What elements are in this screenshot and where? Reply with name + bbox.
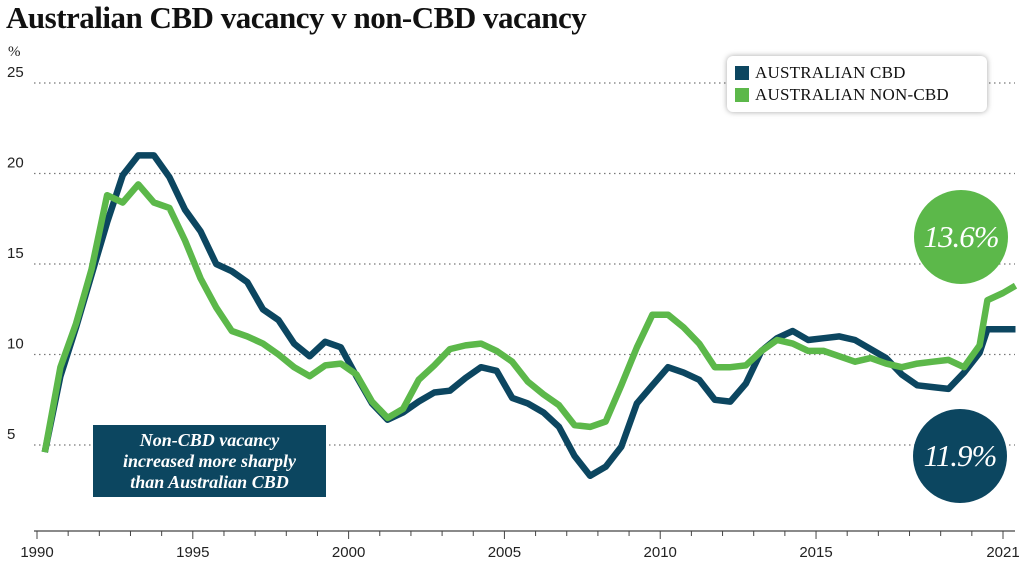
legend: AUSTRALIAN CBD AUSTRALIAN NON-CBD — [727, 56, 987, 112]
y-tick-label: 20 — [7, 155, 24, 172]
legend-swatch-non-cbd — [735, 88, 749, 102]
x-tick-label: 1990 — [20, 544, 53, 561]
x-tick-label: 2005 — [488, 544, 521, 561]
legend-item-cbd: AUSTRALIAN CBD — [735, 62, 987, 84]
annotation-line: than Australian CBD — [130, 471, 289, 492]
non-cbd-series-line — [41, 181, 1018, 453]
annotation-box: Non-CBD vacancy increased more sharply t… — [93, 425, 326, 497]
y-tick-label: 5 — [7, 426, 15, 443]
y-axis-unit-label: % — [8, 44, 21, 60]
axis-layer: 5 10 15 20 25 1990 1995 2000 2005 2010 2015 2021 — [7, 64, 1020, 561]
series-layer — [41, 152, 1018, 480]
annotation-line: Non-CBD vacancy — [139, 429, 280, 450]
non-cbd-value-callout: 13.6% — [914, 190, 1008, 284]
legend-item-non-cbd: AUSTRALIAN NON-CBD — [735, 84, 987, 106]
y-tick-label: 25 — [7, 64, 24, 81]
y-tick-label: 15 — [7, 245, 24, 262]
cbd-series-line — [41, 152, 1016, 480]
x-tick-label: 2015 — [799, 544, 832, 561]
x-tick-label: 1995 — [176, 544, 209, 561]
x-tick-label: 2000 — [332, 544, 365, 561]
grid-layer — [34, 82, 1015, 446]
y-tick-label: 10 — [7, 336, 24, 353]
annotation-line: increased more sharply — [123, 450, 296, 471]
legend-label-non-cbd: AUSTRALIAN NON-CBD — [755, 85, 949, 104]
x-tick-label: 2010 — [644, 544, 677, 561]
chart-title: Australian CBD vacancy v non-CBD vacancy — [6, 0, 587, 35]
x-tick-label: 2021 — [986, 544, 1019, 561]
legend-label-cbd: AUSTRALIAN CBD — [755, 63, 906, 82]
cbd-value-callout: 11.9% — [913, 409, 1007, 503]
legend-swatch-cbd — [735, 66, 749, 80]
